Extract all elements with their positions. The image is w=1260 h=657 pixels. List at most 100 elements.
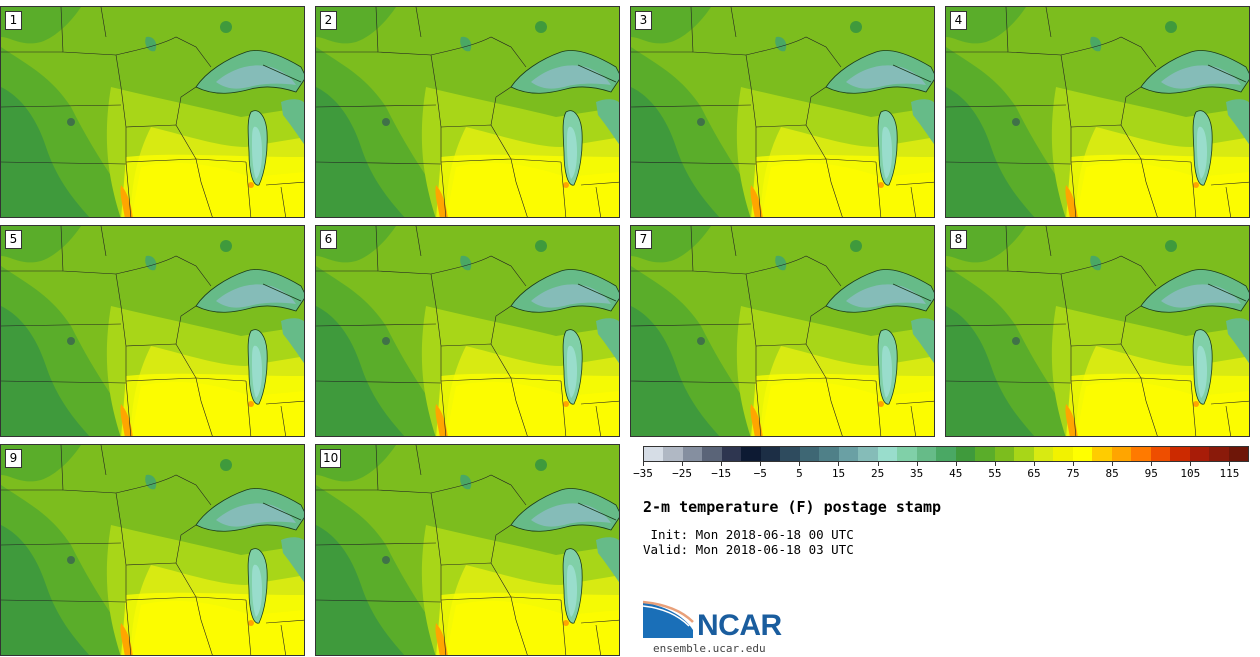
member-label: 8: [950, 230, 967, 249]
member-panel: 4: [945, 6, 1250, 218]
temperature-map: [946, 7, 1249, 217]
colorbar-tick-label: 45: [949, 467, 963, 480]
colorbar-tick-label: 5: [796, 467, 803, 480]
colorbar-tick-label: 75: [1066, 467, 1080, 480]
colorbar-swatch: [663, 447, 683, 461]
colorbar-tick-mark: [1190, 462, 1192, 466]
colorbar-tick-label: 55: [988, 467, 1002, 480]
colorbar-swatch: [1072, 447, 1093, 461]
member-label: 6: [320, 230, 337, 249]
colorbar-swatch: [1189, 447, 1210, 461]
colorbar-tick-label: 115: [1219, 467, 1240, 480]
colorbar-tick-mark: [760, 462, 762, 466]
colorbar-tick-label: 15: [831, 467, 846, 480]
colorbar-swatch: [877, 447, 898, 461]
init-time: Init: Mon 2018-06-18 00 UTC: [643, 527, 854, 542]
ensemble-url: ensemble.ucar.edu: [653, 642, 766, 655]
colorbar-tick-mark: [1112, 462, 1114, 466]
colorbar-swatch: [994, 447, 1015, 461]
member-panel: 1: [0, 6, 305, 218]
colorbar-swatch: [682, 447, 703, 461]
colorbar-tick-mark: [955, 462, 957, 466]
colorbar-tick-label: −25: [672, 467, 693, 480]
colorbar-swatch: [1014, 447, 1034, 461]
member-label: 4: [950, 11, 967, 30]
colorbar-swatch: [1053, 447, 1073, 461]
colorbar-swatch: [975, 447, 995, 461]
temperature-map: [316, 445, 619, 655]
colorbar-ticks: −35 −25 −15 −5 5 15 25 35 45 55 65 75 85 95 105 115: [633, 462, 1249, 484]
valid-time: Valid: Mon 2018-06-18 03 UTC: [643, 542, 854, 557]
colorbar-swatch: [741, 447, 761, 461]
colorbar-tick-label: 85: [1105, 467, 1119, 480]
colorbar-swatch: [936, 447, 956, 461]
colorbar-swatch: [1150, 447, 1171, 461]
colorbar-tick-mark: [994, 462, 996, 466]
member-panel: 2: [315, 6, 620, 218]
temperature-map: [631, 7, 934, 217]
colorbar-tick-label: −15: [711, 467, 732, 480]
colorbar-swatch: [1131, 447, 1151, 461]
colorbar-swatch: [955, 447, 976, 461]
temperature-map: [631, 226, 934, 436]
colorbar-tick-label: 65: [1027, 467, 1041, 480]
colorbar-swatch: [721, 447, 742, 461]
colorbar-swatch: [1033, 447, 1054, 461]
colorbar-tick-label: 105: [1180, 467, 1201, 480]
colorbar-tick-mark: [877, 462, 879, 466]
colorbar-tick-label: −5: [753, 467, 767, 480]
colorbar-tick-mark: [799, 462, 801, 466]
colorbar-swatch: [897, 447, 917, 461]
member-panel: 6: [315, 225, 620, 437]
colorbar-tick-mark: [838, 462, 840, 466]
colorbar-swatch: [1092, 447, 1112, 461]
colorbar-tick-label: 25: [870, 467, 885, 480]
temperature-map: [946, 226, 1249, 436]
colorbar-swatch: [799, 447, 820, 461]
member-label: 5: [5, 230, 22, 249]
colorbar-tick-mark: [643, 462, 644, 466]
member-label: 9: [5, 449, 22, 468]
member-panel: 7: [630, 225, 935, 437]
member-label: 7: [635, 230, 652, 249]
temperature-map: [316, 226, 619, 436]
colorbar-swatch: [916, 447, 937, 461]
member-panel: 5: [0, 225, 305, 437]
member-label: 2: [320, 11, 337, 30]
temperature-colorbar: [643, 446, 1249, 462]
colorbar-tick-mark: [1033, 462, 1035, 466]
colorbar-tick-mark: [1073, 462, 1075, 466]
member-panel: 3: [630, 6, 935, 218]
colorbar-swatch: [1111, 447, 1132, 461]
colorbar-swatch: [1209, 447, 1229, 461]
temperature-map: [1, 445, 304, 655]
member-panel: 9: [0, 444, 305, 656]
colorbar-swatch: [702, 447, 722, 461]
temperature-map: [1, 226, 304, 436]
colorbar-swatch: [1228, 447, 1249, 461]
member-panel: 10: [315, 444, 620, 656]
temperature-map: [316, 7, 619, 217]
temperature-map: [1, 7, 304, 217]
member-panel: 8: [945, 225, 1250, 437]
member-label: 10: [320, 449, 342, 468]
ncar-wordmark: NCAR: [697, 609, 782, 642]
colorbar-tick-mark: [721, 462, 723, 466]
colorbar-swatch: [644, 447, 664, 461]
colorbar-tick-mark: [1151, 462, 1153, 466]
colorbar-tick-label: 95: [1144, 467, 1158, 480]
colorbar-tick-mark: [682, 462, 684, 466]
colorbar-swatch: [819, 447, 839, 461]
member-label: 1: [5, 11, 22, 30]
colorbar-tick-label: −35: [633, 467, 653, 480]
ncar-logo-icon: [643, 600, 694, 638]
colorbar-tick-mark: [1229, 462, 1231, 466]
colorbar-swatch: [1170, 447, 1190, 461]
colorbar-tick-mark: [916, 462, 918, 466]
colorbar-swatch: [838, 447, 859, 461]
figure-title: 2-m temperature (F) postage stamp: [643, 498, 942, 516]
colorbar-tick-label: 35: [910, 467, 924, 480]
colorbar-swatch: [780, 447, 800, 461]
member-label: 3: [635, 11, 652, 30]
colorbar-swatch: [858, 447, 878, 461]
